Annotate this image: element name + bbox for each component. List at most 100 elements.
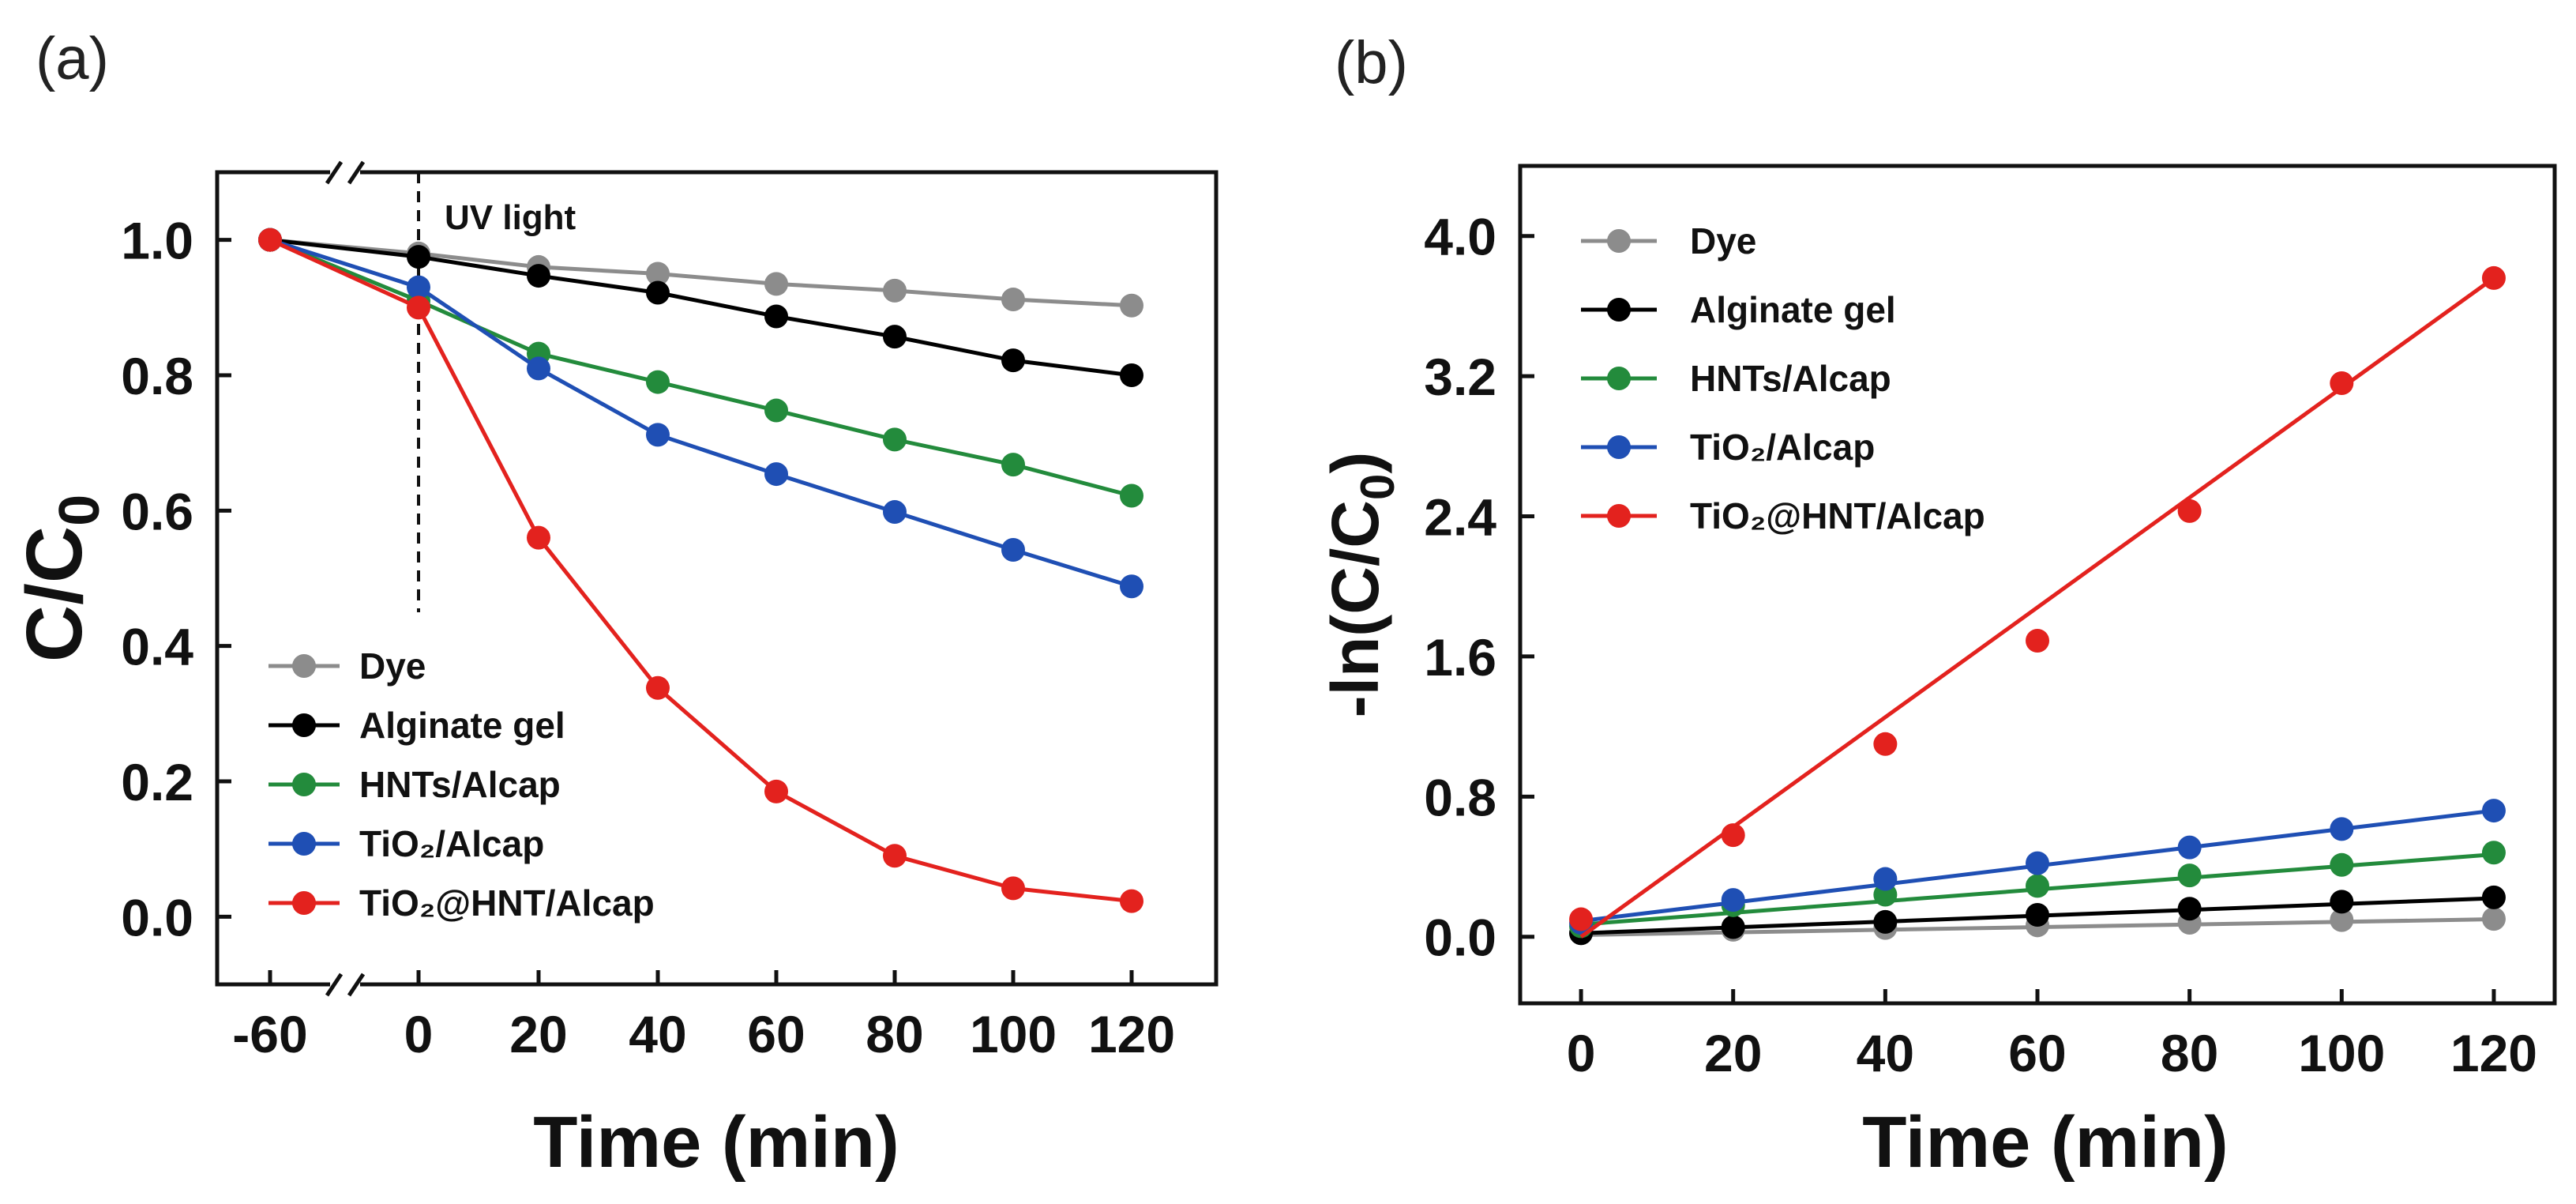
axis-break-mark-bottom-1	[325, 973, 344, 997]
panel-b-data-point	[2330, 890, 2354, 914]
panel-b-data-point	[2481, 885, 2506, 909]
panel-a-x-tick-label: 100	[970, 1005, 1057, 1063]
panel-b-data-point	[2330, 371, 2354, 395]
panel-a-data-point	[407, 275, 430, 299]
panel-b-data-point	[1721, 915, 1745, 939]
panel-a-legend-marker	[292, 713, 316, 737]
panel-b-data-point	[1721, 888, 1745, 912]
panel-b-y-tick-label: 0.0	[1424, 909, 1496, 967]
panel-a-data-point	[883, 427, 907, 452]
panel-a-legend-label: HNTs/Alcap	[359, 764, 561, 805]
panel-b-legend-marker	[1607, 367, 1631, 390]
panel-b-legend-label: Dye	[1690, 220, 1756, 261]
panel-a-series-line	[269, 238, 1132, 498]
panel-b-x-tick-label: 60	[2008, 1024, 2066, 1082]
panel-a-legend-label: TiO₂@HNT/Alcap	[359, 882, 655, 924]
panel-a-y-tick-label: 0.0	[121, 888, 193, 946]
panel-a-x-tick-label: 120	[1088, 1005, 1175, 1063]
panel-a-data-point	[764, 779, 788, 803]
panel-a-y-tick-label: 0.2	[121, 753, 193, 811]
uv-light-annotation: UV light	[445, 198, 576, 237]
panel-a-legend-marker	[292, 891, 316, 915]
panel-b-x-tick-label: 40	[1857, 1024, 1914, 1082]
panel-a-x-tick-label: -60	[232, 1005, 307, 1063]
panel-b-data-point	[2481, 907, 2506, 931]
panel-b-data-point	[2330, 908, 2354, 932]
panel-b-y-tick-label: 1.6	[1424, 628, 1496, 687]
panel-a-x-tick-label: 60	[747, 1005, 805, 1063]
panel-a-x-tick-label: 0	[404, 1005, 434, 1063]
panel-a-y-tick-label: 1.0	[121, 212, 193, 270]
panel-b-x-axis-title: Time (min)	[1862, 1102, 2228, 1183]
panel-b-y-tick-label: 4.0	[1424, 208, 1496, 266]
panel-a-plot-frame	[215, 170, 1219, 987]
panel-a-legend-label: Dye	[359, 645, 426, 687]
svg-text:-ln(C/C0): -ln(C/C0)	[1318, 452, 1404, 718]
panel-b-data-point	[2177, 835, 2202, 860]
panel-b-data-point	[2177, 897, 2202, 921]
panel-b-data-point	[2330, 852, 2354, 877]
panel-b-legend: Dye Alginate gel HNTs/Alcap TiO₂/Alcap TiO₂@…	[1581, 220, 1985, 536]
axis-break-mark-top-1	[325, 160, 344, 185]
panel-b-data-point	[2177, 499, 2202, 523]
panel-a-data-point	[1001, 453, 1025, 477]
panel-a-legend-label: Alginate gel	[359, 705, 565, 746]
panel-a-data-point	[1001, 538, 1025, 562]
panel-a-data-point	[883, 278, 907, 303]
panel-a-data-point	[527, 356, 550, 381]
panel-a-label: (a)	[36, 25, 109, 92]
panel-a-data-point	[883, 500, 907, 525]
panel-b-legend-label: TiO₂@HNT/Alcap	[1690, 495, 1985, 536]
panel-a-legend-marker	[292, 832, 316, 856]
panel-b-data-point	[2177, 863, 2202, 888]
panel-b-y-tick-label: 0.8	[1424, 768, 1496, 826]
panel-a-data-point	[764, 398, 788, 423]
panel-a-data-point	[646, 370, 670, 394]
panel-b-legend-marker	[1607, 435, 1631, 459]
panel-b-data-point	[2330, 817, 2354, 841]
panel-b-y-axis-title-end: )	[1318, 452, 1392, 474]
panel-b-data-point	[2481, 265, 2506, 290]
panel-a-legend-marker	[292, 773, 316, 796]
panel-a-data-point	[764, 462, 788, 487]
panel-a-data-point	[646, 261, 670, 286]
panel-a-data-point	[258, 228, 282, 252]
panel-a-data-point	[527, 264, 550, 288]
panel-a-data-point	[407, 245, 430, 269]
panel-b-data-point	[2481, 799, 2506, 823]
panel-b-data-point	[2026, 874, 2049, 898]
panel-a-x-tick-label: 80	[866, 1005, 923, 1063]
panel-a-y-tick-label: 0.4	[121, 618, 193, 676]
panel-a-data-point	[1120, 363, 1143, 387]
panel-a-data-point	[883, 844, 907, 868]
panel-b-data-point	[2026, 851, 2049, 875]
panel-a-y-axis-title: C/C0	[10, 495, 111, 662]
panel-b-legend-label: TiO₂/Alcap	[1690, 427, 1875, 468]
panel-b-y-axis-title-sub: 0	[1351, 474, 1404, 500]
panel-a-y-axis-title-main: C/C	[10, 526, 99, 662]
panel-a-legend-label: TiO₂/Alcap	[359, 823, 544, 864]
panel-b-data-point	[2026, 903, 2049, 927]
panel-a-legend: Dye Alginate gel HNTs/Alcap TiO₂/Alcap TiO₂@…	[268, 645, 655, 924]
panel-a-legend-marker	[292, 654, 316, 678]
panel-b-x-tick-label: 120	[2450, 1024, 2537, 1082]
panel-a-data-point	[1120, 574, 1143, 599]
panel-a-y-axis-title-sub: 0	[48, 495, 111, 526]
panel-b-y-axis-title-main: -ln(C/C	[1318, 500, 1392, 717]
panel-b-data-point	[1873, 867, 1898, 891]
panel-b-x-tick-label: 0	[1567, 1024, 1596, 1082]
panel-b-x-tick-label: 80	[2161, 1024, 2218, 1082]
panel-a-data-point	[527, 525, 550, 550]
panel-a-x-tick-label: 20	[509, 1005, 567, 1063]
panel-b-legend-marker	[1607, 229, 1631, 253]
panel-b-y-tick-label: 2.4	[1424, 488, 1496, 547]
axis-break-mark-top-2	[347, 160, 366, 185]
panel-a-y-tick-label: 0.8	[121, 347, 193, 405]
panel-a-series-line	[269, 238, 1132, 589]
panel-a-data-point	[1120, 293, 1143, 318]
svg-text:C/C0: C/C0	[10, 495, 111, 662]
panel-a-data-point	[407, 295, 430, 320]
panel-a-x-axis-title: Time (min)	[533, 1102, 899, 1183]
panel-b-data-point	[1873, 909, 1898, 934]
panel-a-series-line	[268, 238, 1132, 904]
